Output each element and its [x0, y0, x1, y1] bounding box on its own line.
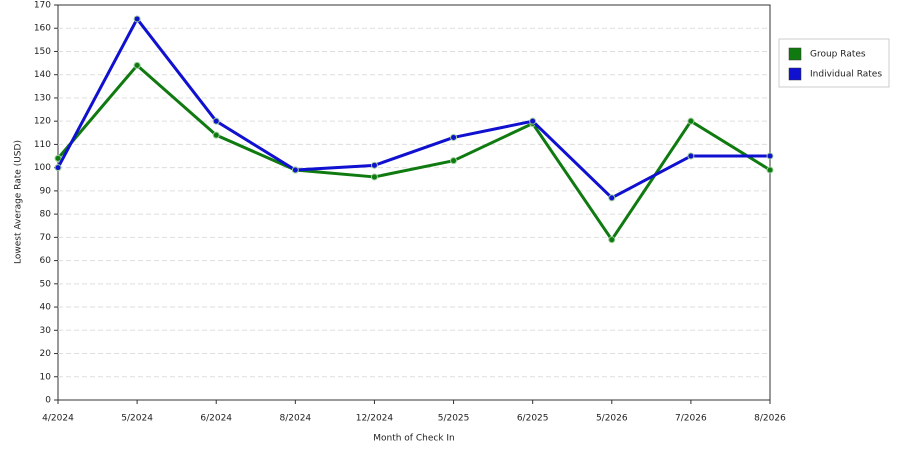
y-tick-label: 0 — [45, 396, 51, 406]
x-tick-label: 5/2025 — [438, 414, 470, 424]
y-axis-label: Lowest Average Rate (USD) — [14, 140, 24, 264]
x-tick-label: 8/2026 — [754, 414, 786, 424]
point — [608, 236, 616, 244]
y-tick-label: 170 — [34, 1, 51, 11]
legend-swatch — [788, 47, 802, 61]
point — [54, 164, 62, 172]
point — [687, 152, 695, 160]
y-tick-label: 110 — [34, 140, 51, 150]
y-tick-label: 20 — [40, 349, 52, 359]
x-axis-label: Month of Check In — [373, 434, 455, 444]
series-line — [56, 17, 770, 200]
point — [687, 117, 695, 125]
x-tick-label: 4/2024 — [42, 414, 74, 424]
y-tick-label: 30 — [40, 326, 52, 336]
y-tick-label: 90 — [40, 186, 52, 196]
x-tick-label: 5/2026 — [596, 414, 628, 424]
y-tick-label: 140 — [34, 70, 51, 80]
point — [766, 152, 774, 160]
series-line — [56, 63, 771, 242]
y-tick-label: 60 — [40, 256, 52, 266]
y-tick-label: 150 — [34, 47, 51, 57]
y-tick-label: 160 — [34, 24, 51, 34]
y-tick-label: 50 — [40, 279, 52, 289]
point — [766, 166, 774, 174]
point — [370, 161, 378, 169]
point — [450, 133, 458, 141]
legend-label: Individual Rates — [810, 70, 882, 80]
point — [529, 117, 537, 125]
point — [370, 173, 378, 181]
y-tick-label: 10 — [40, 372, 52, 382]
point — [212, 117, 220, 125]
y-tick-label: 80 — [40, 210, 52, 220]
x-tick-label: 6/2024 — [200, 414, 232, 424]
point — [450, 157, 458, 165]
point — [133, 61, 141, 69]
point — [212, 131, 220, 139]
legend-swatch — [788, 67, 802, 81]
x-tick-label: 8/2024 — [279, 414, 311, 424]
x-tick-label: 12/2024 — [356, 414, 394, 424]
legend-label: Group Rates — [810, 50, 866, 60]
point — [54, 154, 62, 162]
y-tick-label: 70 — [40, 233, 52, 243]
point — [291, 166, 299, 174]
y-tick-label: 100 — [34, 163, 51, 173]
point — [133, 15, 141, 23]
y-tick-label: 40 — [40, 303, 52, 313]
x-tick-label: 5/2024 — [121, 414, 153, 424]
x-tick-label: 6/2025 — [517, 414, 549, 424]
x-tick-label: 7/2026 — [675, 414, 707, 424]
y-tick-label: 130 — [34, 93, 51, 103]
y-tick-label: 120 — [34, 117, 51, 127]
point — [608, 194, 616, 202]
plot-frame — [57, 4, 771, 401]
